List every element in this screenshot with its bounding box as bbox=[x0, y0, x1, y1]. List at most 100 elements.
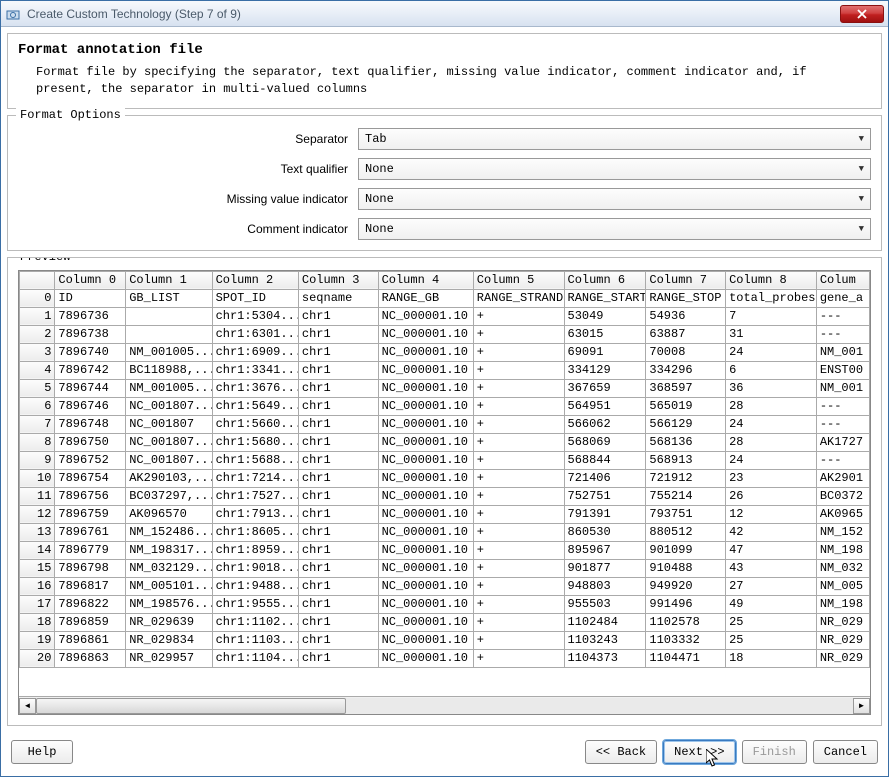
table-cell[interactable]: 53049 bbox=[564, 307, 646, 325]
table-cell[interactable]: 70008 bbox=[646, 343, 726, 361]
table-cell[interactable]: chr1 bbox=[298, 487, 378, 505]
table-cell[interactable]: 7 bbox=[726, 307, 817, 325]
column-header[interactable]: Column 4 bbox=[378, 271, 473, 289]
table-row[interactable]: 27896738chr1:6301...chr1NC_000001.10+630… bbox=[20, 325, 870, 343]
comment-indicator-select[interactable]: None ▼ bbox=[358, 218, 871, 240]
table-cell[interactable]: + bbox=[473, 595, 564, 613]
table-cell[interactable]: NM_001005... bbox=[126, 379, 212, 397]
table-cell[interactable]: GB_LIST bbox=[126, 289, 212, 307]
table-cell[interactable]: 7896756 bbox=[55, 487, 126, 505]
column-header[interactable]: Column 0 bbox=[55, 271, 126, 289]
table-cell[interactable]: NC_001807 bbox=[126, 415, 212, 433]
table-cell[interactable]: chr1:3676... bbox=[212, 379, 298, 397]
table-cell[interactable]: + bbox=[473, 487, 564, 505]
table-cell[interactable]: NM_152 bbox=[816, 523, 869, 541]
table-cell[interactable]: NM_005 bbox=[816, 577, 869, 595]
table-cell[interactable]: NC_000001.10 bbox=[378, 433, 473, 451]
table-row[interactable]: 167896817NM_005101...chr1:9488...chr1NC_… bbox=[20, 577, 870, 595]
table-cell[interactable]: chr1:5688... bbox=[212, 451, 298, 469]
table-cell[interactable]: BC037297,... bbox=[126, 487, 212, 505]
table-cell[interactable]: 1102484 bbox=[564, 613, 646, 631]
table-cell[interactable]: 895967 bbox=[564, 541, 646, 559]
table-cell[interactable]: chr1 bbox=[298, 505, 378, 523]
table-row[interactable]: 47896742BC118988,...chr1:3341...chr1NC_0… bbox=[20, 361, 870, 379]
table-cell[interactable]: NM_198 bbox=[816, 541, 869, 559]
table-cell[interactable]: 568136 bbox=[646, 433, 726, 451]
table-cell[interactable]: 568069 bbox=[564, 433, 646, 451]
table-cell[interactable]: 63887 bbox=[646, 325, 726, 343]
table-cell[interactable]: RANGE_GB bbox=[378, 289, 473, 307]
table-cell[interactable]: 49 bbox=[726, 595, 817, 613]
table-cell[interactable]: 6 bbox=[726, 361, 817, 379]
table-cell[interactable]: NC_000001.10 bbox=[378, 631, 473, 649]
table-cell[interactable]: 23 bbox=[726, 469, 817, 487]
table-cell[interactable]: + bbox=[473, 433, 564, 451]
table-cell[interactable]: + bbox=[473, 379, 564, 397]
table-row[interactable]: 67896746NC_001807...chr1:5649...chr1NC_0… bbox=[20, 397, 870, 415]
table-row[interactable]: 117896756BC037297,...chr1:7527...chr1NC_… bbox=[20, 487, 870, 505]
table-cell[interactable]: AK290103,... bbox=[126, 469, 212, 487]
table-cell[interactable]: NR_029834 bbox=[126, 631, 212, 649]
table-cell[interactable]: 991496 bbox=[646, 595, 726, 613]
table-cell[interactable]: chr1:9555... bbox=[212, 595, 298, 613]
table-cell[interactable]: 948803 bbox=[564, 577, 646, 595]
table-cell[interactable]: 7896742 bbox=[55, 361, 126, 379]
table-cell[interactable]: NC_000001.10 bbox=[378, 415, 473, 433]
text-qualifier-select[interactable]: None ▼ bbox=[358, 158, 871, 180]
table-cell[interactable]: 367659 bbox=[564, 379, 646, 397]
table-cell[interactable]: NC_000001.10 bbox=[378, 487, 473, 505]
table-cell[interactable]: chr1:5660... bbox=[212, 415, 298, 433]
table-cell[interactable]: NC_000001.10 bbox=[378, 613, 473, 631]
cancel-button[interactable]: Cancel bbox=[813, 740, 878, 764]
scroll-thumb[interactable] bbox=[36, 698, 346, 714]
table-cell[interactable]: AK0965 bbox=[816, 505, 869, 523]
table-row[interactable]: 177896822NM_198576...chr1:9555...chr1NC_… bbox=[20, 595, 870, 613]
table-cell[interactable]: + bbox=[473, 325, 564, 343]
table-cell[interactable]: + bbox=[473, 307, 564, 325]
table-cell[interactable]: 7896738 bbox=[55, 325, 126, 343]
table-cell[interactable]: chr1:7527... bbox=[212, 487, 298, 505]
horizontal-scrollbar[interactable]: ◄ ► bbox=[19, 696, 870, 714]
table-cell[interactable]: chr1:9488... bbox=[212, 577, 298, 595]
table-cell[interactable]: 7896740 bbox=[55, 343, 126, 361]
table-cell[interactable]: NM_001 bbox=[816, 343, 869, 361]
table-cell[interactable]: chr1 bbox=[298, 343, 378, 361]
table-cell[interactable]: 568844 bbox=[564, 451, 646, 469]
table-cell[interactable]: 566062 bbox=[564, 415, 646, 433]
table-cell[interactable]: chr1 bbox=[298, 469, 378, 487]
table-cell[interactable]: 7896798 bbox=[55, 559, 126, 577]
table-cell[interactable]: 28 bbox=[726, 433, 817, 451]
scroll-right-button[interactable]: ► bbox=[853, 698, 870, 714]
table-cell[interactable]: chr1 bbox=[298, 595, 378, 613]
column-header[interactable]: Column 2 bbox=[212, 271, 298, 289]
table-cell[interactable]: NC_001807... bbox=[126, 433, 212, 451]
table-cell[interactable]: NM_198 bbox=[816, 595, 869, 613]
table-cell[interactable]: + bbox=[473, 415, 564, 433]
table-row[interactable]: 197896861NR_029834chr1:1103...chr1NC_000… bbox=[20, 631, 870, 649]
table-cell[interactable]: NR_029957 bbox=[126, 649, 212, 667]
table-cell[interactable]: + bbox=[473, 613, 564, 631]
table-cell[interactable]: + bbox=[473, 523, 564, 541]
table-cell[interactable]: 54936 bbox=[646, 307, 726, 325]
table-cell[interactable]: 7896736 bbox=[55, 307, 126, 325]
table-cell[interactable]: 63015 bbox=[564, 325, 646, 343]
table-cell[interactable]: NM_032 bbox=[816, 559, 869, 577]
table-cell[interactable]: chr1 bbox=[298, 451, 378, 469]
table-cell[interactable]: chr1 bbox=[298, 415, 378, 433]
table-cell[interactable]: NC_001807... bbox=[126, 397, 212, 415]
table-cell[interactable]: NR_029 bbox=[816, 613, 869, 631]
table-cell[interactable]: 7896744 bbox=[55, 379, 126, 397]
table-cell[interactable]: 7896759 bbox=[55, 505, 126, 523]
back-button[interactable]: << Back bbox=[585, 740, 657, 764]
column-header[interactable]: Column 3 bbox=[298, 271, 378, 289]
table-cell[interactable]: 69091 bbox=[564, 343, 646, 361]
table-cell[interactable]: 7896746 bbox=[55, 397, 126, 415]
table-cell[interactable]: NC_001807... bbox=[126, 451, 212, 469]
table-cell[interactable]: 910488 bbox=[646, 559, 726, 577]
table-cell[interactable]: BC118988,... bbox=[126, 361, 212, 379]
table-cell[interactable]: + bbox=[473, 451, 564, 469]
table-cell[interactable]: ENST00 bbox=[816, 361, 869, 379]
table-row[interactable]: 37896740NM_001005...chr1:6909...chr1NC_0… bbox=[20, 343, 870, 361]
table-cell[interactable]: 565019 bbox=[646, 397, 726, 415]
table-cell[interactable] bbox=[126, 307, 212, 325]
